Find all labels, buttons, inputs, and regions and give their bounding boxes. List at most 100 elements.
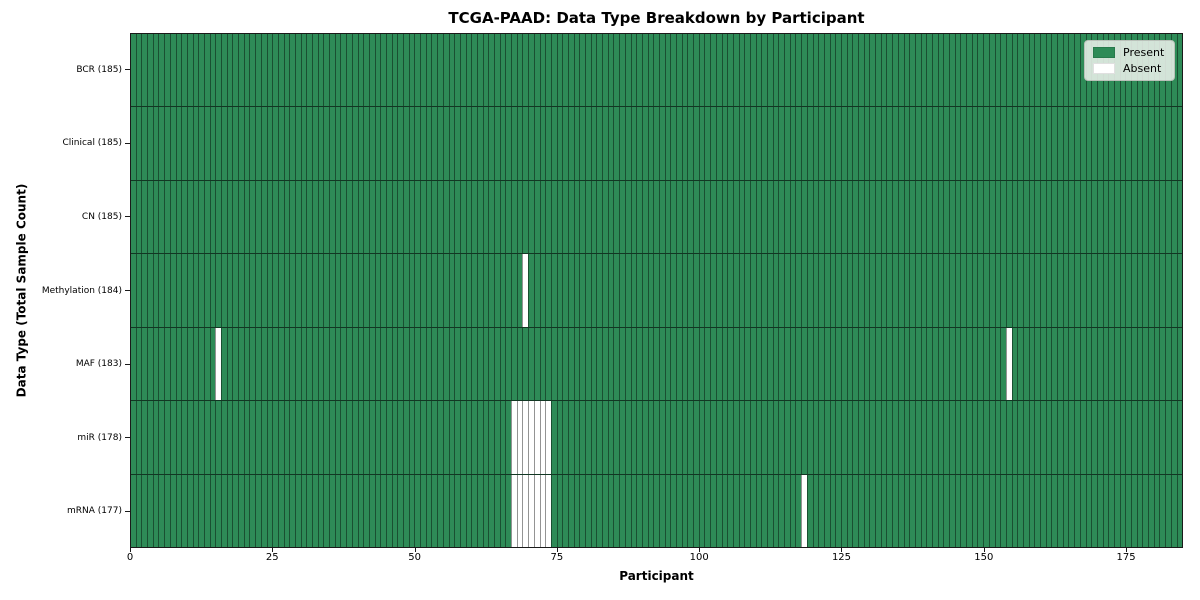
heatmap-cell <box>255 474 261 547</box>
heatmap-cell <box>169 180 176 254</box>
heatmap-cell <box>693 327 699 401</box>
heatmap-cell <box>277 474 284 547</box>
heatmap-cell <box>471 474 477 547</box>
heatmap-cell <box>641 107 648 180</box>
heatmap-cell <box>516 254 523 327</box>
heatmap-cell <box>454 474 460 547</box>
heatmap-cell <box>875 327 881 401</box>
heatmap-cell <box>1079 107 1086 180</box>
heatmap-cell <box>880 401 887 474</box>
heatmap-cell <box>897 107 904 180</box>
heatmap-cell <box>772 254 779 327</box>
heatmap-cell <box>511 34 517 107</box>
x-tick-mark <box>556 548 558 552</box>
heatmap-cell <box>471 34 477 107</box>
heatmap-cell <box>368 34 375 107</box>
heatmap-cell <box>1017 34 1023 107</box>
heatmap-cell <box>459 34 466 107</box>
heatmap-cell <box>949 327 955 401</box>
heatmap-cell <box>943 254 949 327</box>
heatmap-cell <box>317 401 324 474</box>
heatmap-cell <box>1096 180 1103 254</box>
heatmap-row <box>131 180 1183 255</box>
heatmap-cell <box>994 401 1001 474</box>
heatmap-cell <box>260 34 267 107</box>
x-tick-label: 125 <box>831 552 852 563</box>
heatmap-cell <box>596 254 603 327</box>
heatmap-cell <box>539 34 546 107</box>
heatmap-cell <box>630 180 637 254</box>
heatmap-cell <box>1028 107 1035 180</box>
heatmap-cell <box>1136 401 1143 474</box>
heatmap-cell <box>761 34 767 107</box>
heatmap-cell <box>391 34 398 107</box>
heatmap-cell <box>414 474 421 547</box>
heatmap-cell <box>363 34 369 107</box>
heatmap-cell <box>670 474 676 547</box>
heatmap-cell <box>670 401 676 474</box>
heatmap-cell <box>494 254 500 327</box>
heatmap-cell <box>1125 474 1131 547</box>
heatmap-cell <box>340 34 347 107</box>
heatmap-cell <box>238 474 244 547</box>
heatmap-cell <box>1005 254 1012 327</box>
heatmap-cell <box>511 401 517 474</box>
heatmap-cell <box>238 180 244 254</box>
heatmap-cell <box>886 107 893 180</box>
heatmap-cell <box>380 327 386 401</box>
heatmap-cell <box>988 327 995 401</box>
heatmap-cell <box>351 34 358 107</box>
heatmap-cell <box>562 401 568 474</box>
heatmap-cell <box>340 254 347 327</box>
heatmap-cell <box>1005 34 1012 107</box>
heatmap-cell <box>380 254 386 327</box>
heatmap-cell <box>505 401 512 474</box>
heatmap-cell <box>1040 107 1046 180</box>
heatmap-cell <box>1022 107 1029 180</box>
heatmap-cell <box>1159 180 1166 254</box>
heatmap-cell <box>306 180 312 254</box>
heatmap-cell <box>516 474 523 547</box>
heatmap-cell <box>886 34 893 107</box>
heatmap-cell <box>835 474 841 547</box>
heatmap-cell <box>994 107 1001 180</box>
heatmap-cell <box>442 254 449 327</box>
heatmap-cell <box>454 34 460 107</box>
heatmap-cell <box>482 254 489 327</box>
heatmap-cell <box>147 180 153 254</box>
heatmap-cell <box>289 327 295 401</box>
heatmap-cell <box>420 254 426 327</box>
heatmap-cell <box>385 327 392 401</box>
heatmap-cell <box>186 107 193 180</box>
heatmap-cell <box>670 180 676 254</box>
heatmap-cell <box>863 474 870 547</box>
heatmap-cell <box>664 34 671 107</box>
heatmap-cell <box>312 34 318 107</box>
heatmap-cell <box>522 401 529 474</box>
heatmap-cell <box>152 254 159 327</box>
heatmap-cell <box>1051 401 1058 474</box>
heatmap-cell <box>858 34 864 107</box>
heatmap-cell <box>385 474 392 547</box>
heatmap-cell <box>260 401 267 474</box>
heatmap-cell <box>795 34 802 107</box>
heatmap-cell <box>562 474 568 547</box>
heatmap-cell <box>1028 474 1035 547</box>
heatmap-cell <box>914 34 921 107</box>
heatmap-cell <box>755 401 762 474</box>
heatmap-cell <box>1119 401 1126 474</box>
heatmap-cell <box>823 254 830 327</box>
heatmap-cell <box>801 107 807 180</box>
heatmap-cell <box>181 254 187 327</box>
heatmap-cell <box>164 327 170 401</box>
heatmap-cell <box>641 327 648 401</box>
heatmap-cell <box>1159 327 1166 401</box>
heatmap-cell <box>425 107 432 180</box>
y-tick-mark <box>125 437 130 439</box>
heatmap-cell <box>1062 401 1069 474</box>
heatmap-cell <box>687 474 694 547</box>
heatmap-cell <box>306 254 312 327</box>
heatmap-cell <box>812 474 819 547</box>
heatmap-cell <box>715 254 722 327</box>
heatmap-cell <box>869 474 876 547</box>
